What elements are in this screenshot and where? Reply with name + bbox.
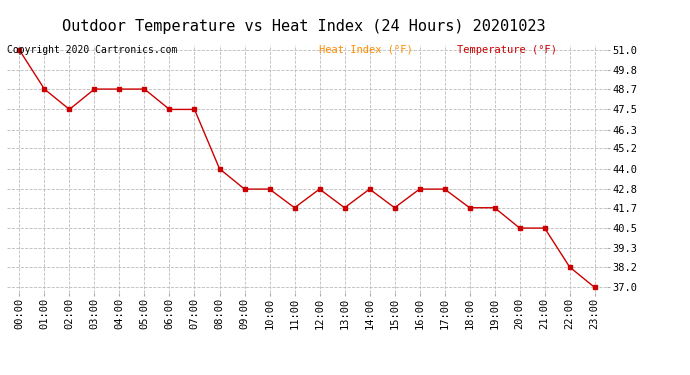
Text: Copyright 2020 Cartronics.com: Copyright 2020 Cartronics.com (7, 45, 177, 55)
Text: Outdoor Temperature vs Heat Index (24 Hours) 20201023: Outdoor Temperature vs Heat Index (24 Ho… (62, 19, 545, 34)
Text: Temperature (°F): Temperature (°F) (457, 45, 557, 55)
Text: Heat Index (°F): Heat Index (°F) (319, 45, 413, 55)
